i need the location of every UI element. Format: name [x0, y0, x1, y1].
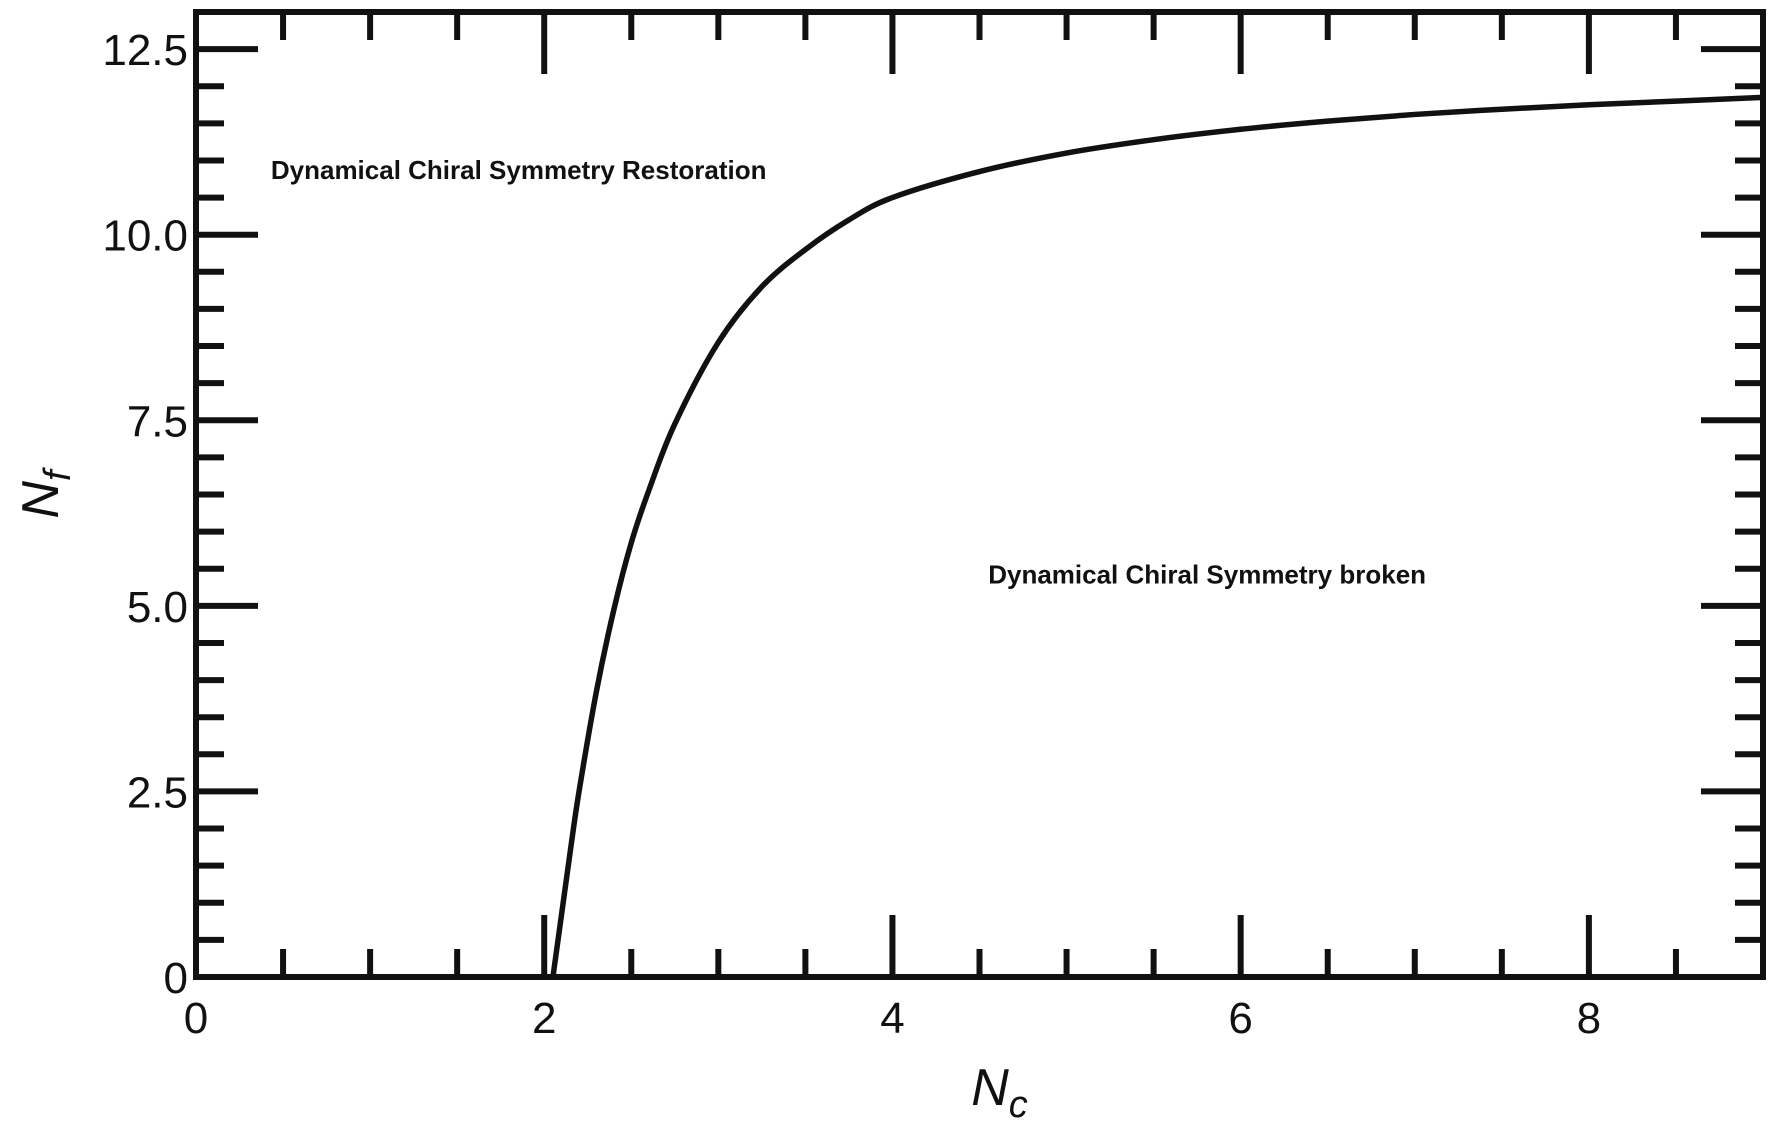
series-line: [550, 94, 1764, 978]
y-axis-title: Nf: [12, 467, 79, 519]
y-tick-label: 0: [164, 954, 188, 1003]
y-tick-label: 10.0: [102, 212, 188, 261]
x-axis-title: Nc: [971, 1059, 1028, 1126]
y-tick-label: 7.5: [127, 397, 188, 446]
plot-frame: [193, 9, 1766, 980]
region-annotation: Dynamical Chiral Symmetry broken: [988, 560, 1426, 590]
x-tick-label: 4: [880, 994, 904, 1043]
y-axis-title-main: N: [12, 481, 70, 519]
x-axis-title-sub: c: [1009, 1084, 1028, 1126]
annotations: Dynamical Chiral Symmetry Restoration Dyn…: [271, 155, 1426, 590]
x-axis-title-main: N: [971, 1059, 1009, 1117]
x-tick-label: 6: [1228, 994, 1252, 1043]
series-layer: [550, 94, 1764, 978]
x-tick-label: 8: [1577, 994, 1601, 1043]
y-tick-label: 12.5: [102, 26, 188, 75]
minor-ticks: [196, 9, 1766, 977]
x-tick-label: 0: [184, 994, 208, 1043]
y-tick-label: 2.5: [127, 768, 188, 817]
tick-labels: 0 2 4 6 8 0 2.5 5.0 7.5 10.0 12.5: [102, 26, 1601, 1043]
y-tick-label: 5.0: [127, 583, 188, 632]
x-tick-label: 2: [532, 994, 556, 1043]
y-axis-title-sub: f: [37, 467, 79, 481]
region-annotation: Dynamical Chiral Symmetry Restoration: [271, 155, 767, 185]
